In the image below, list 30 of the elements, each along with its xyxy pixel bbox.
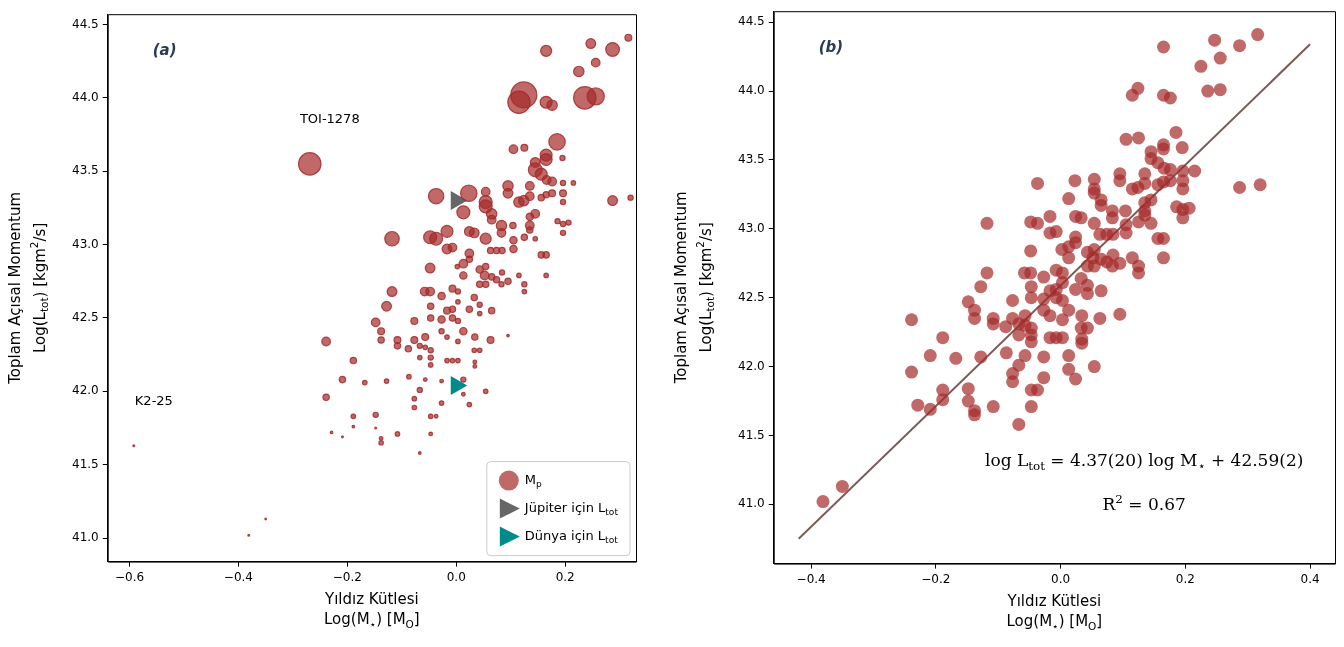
y-tick-label: 43.5	[738, 152, 765, 167]
annotation: K2-25	[134, 393, 173, 409]
y-tick-label: 43.5	[72, 163, 99, 178]
x-tick-label: −0.4	[223, 569, 253, 584]
x-tick-label: −0.2	[921, 571, 951, 586]
y-tick-label: 43.0	[72, 236, 99, 251]
y-tick-label: 43.0	[738, 220, 765, 235]
y-tick-label: 44.5	[738, 14, 765, 29]
y-tick-label: 42.5	[738, 289, 765, 304]
y-tick-label: 44.0	[72, 89, 99, 104]
y-tick-label: 41.5	[738, 427, 765, 442]
x-tick-label: 0.0	[446, 569, 466, 584]
y-tick-label: 41.5	[72, 456, 99, 471]
y-tick-label: 42.0	[738, 358, 765, 373]
x-tick-label: 0.2	[555, 569, 575, 584]
x-tick-label: −0.4	[796, 571, 826, 586]
x-tick-label: −0.2	[332, 569, 362, 584]
x-tick-label: 0.2	[1175, 571, 1195, 586]
annotation: TOI-1278	[298, 111, 360, 127]
annotation: (b)	[818, 38, 844, 57]
x-tick-label: 0.0	[1051, 571, 1071, 586]
y-tick-label: 44.5	[72, 16, 99, 31]
y-tick-label: 42.0	[72, 383, 99, 398]
y-tick-label: 41.0	[72, 530, 99, 545]
y-tick-label: 44.0	[738, 83, 765, 98]
x-tick-label: 0.4	[1300, 571, 1320, 586]
annotation: (a)	[152, 41, 177, 60]
x-tick-label: −0.6	[114, 569, 145, 584]
y-tick-label: 42.5	[72, 310, 99, 325]
y-tick-label: 41.0	[738, 496, 765, 511]
